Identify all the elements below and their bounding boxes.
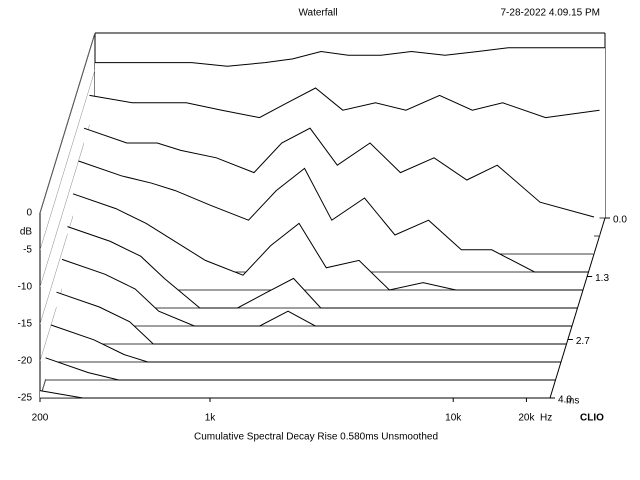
- caption: Cumulative Spectral Decay Rise 0.580ms U…: [194, 432, 438, 443]
- z-unit: ms: [566, 396, 579, 407]
- slice-line: [83, 127, 595, 218]
- z-tick-label: 2.7: [576, 336, 590, 347]
- z-tick-label: 4.0: [558, 395, 572, 406]
- x-unit: Hz: [540, 413, 552, 424]
- x-tick-label: 20k: [518, 413, 535, 424]
- slice-line: [95, 47, 605, 67]
- y-tick-label: 0: [26, 208, 32, 219]
- grid-line: [39, 32, 96, 214]
- slice-fill: [45, 357, 556, 380]
- chart-title: Waterfall: [298, 8, 337, 19]
- x-tick-label: 200: [32, 413, 49, 424]
- date: 7-28-2022 4.09.15 PM: [500, 8, 600, 19]
- x-tick-label: 10k: [445, 413, 462, 424]
- slice-line: [78, 160, 589, 273]
- z-tick-label: 0.0: [613, 215, 627, 226]
- y-tick-label: -20: [18, 356, 33, 367]
- y-tick-label: -5: [23, 245, 32, 256]
- y-tick-label: -15: [18, 319, 33, 330]
- y-axis-label: dB: [20, 227, 33, 238]
- brand: CLIO: [580, 413, 604, 424]
- y-tick-label: -25: [18, 393, 33, 404]
- slice-fill: [78, 161, 589, 272]
- x-tick-label: 1k: [205, 413, 217, 424]
- grid-line: [39, 69, 96, 251]
- slice-line: [89, 87, 600, 119]
- y-tick-label: -10: [18, 282, 33, 293]
- slice-fill: [73, 193, 583, 290]
- z-tick-label: 1.3: [595, 273, 609, 284]
- slice-fill: [51, 325, 561, 362]
- slice-fill: [56, 292, 567, 344]
